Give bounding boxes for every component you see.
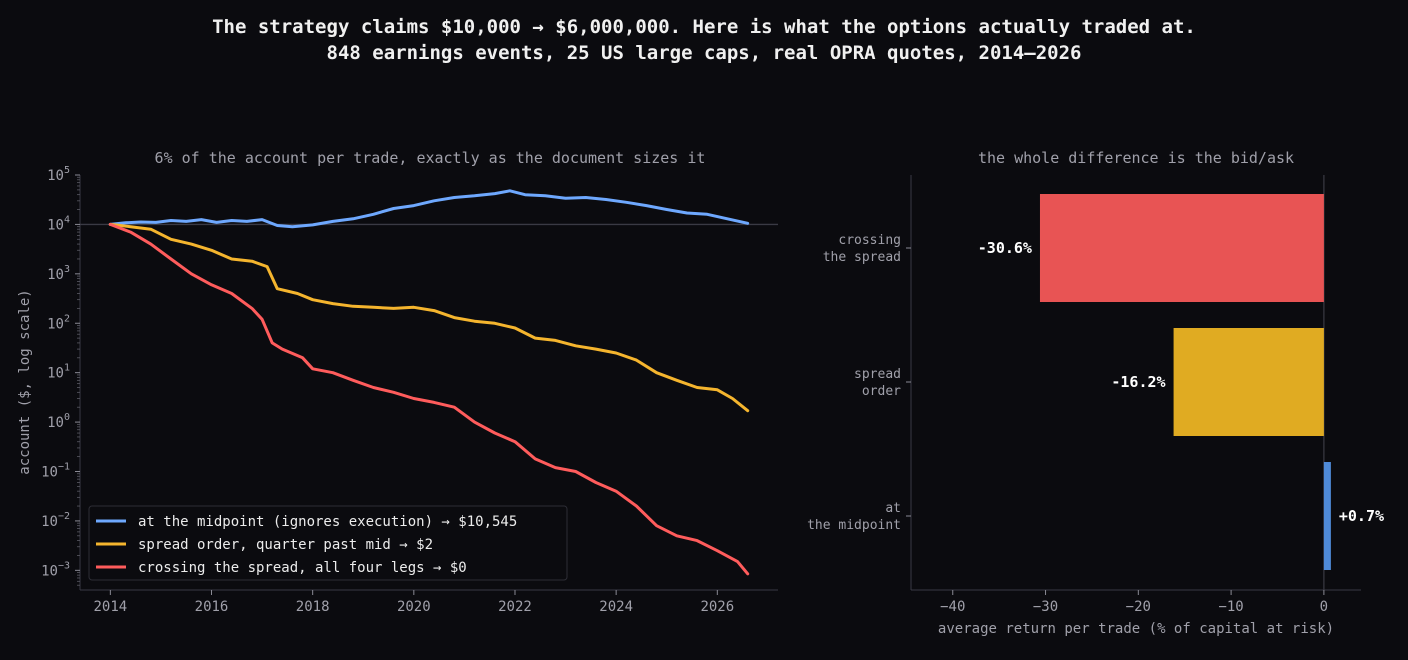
line-chart-ylabel: account ($, log scale) [17,289,33,474]
y-tick-label: 10−1 [41,462,70,481]
bar-chart-panel: the whole difference is the bid/ask −40 −… [807,149,1384,637]
bar-category-label: spread [854,367,901,382]
x-tick-label: 2026 [700,599,734,615]
bar-category-label: the spread [823,250,901,265]
bar-2 [1323,462,1331,570]
legend-box [88,505,568,581]
bar-x-tick-label: −20 [1126,599,1151,615]
legend-entry: at the midpoint (ignores execution) → $1… [138,514,517,530]
figure-title: The strategy claims $10,000 → $6,000,000… [0,14,1408,66]
series-line-1 [108,222,750,413]
bar-category-label: order [862,384,901,399]
bar-x-tick-label: −40 [940,599,965,615]
y-tick-label: 101 [47,363,70,382]
x-tick-label: 2024 [599,599,633,615]
bar-x-tick-label: −30 [1033,599,1058,615]
line-chart-title: 6% of the account per trade, exactly as … [155,149,706,167]
y-tick-label: 105 [47,165,70,184]
bar-x-tick-label: 0 [1320,599,1328,615]
bar-x-tick-label: −10 [1218,599,1243,615]
legend: at the midpoint (ignores execution) → $1… [88,505,568,581]
x-tick-label: 2014 [93,599,127,615]
legend-entry: crossing the spread, all four legs → $0 [138,560,467,576]
series-line-0 [108,189,750,229]
y-tick-label: 102 [47,313,70,332]
y-tick-label: 104 [47,214,70,233]
bar-value-label: -30.6% [978,239,1032,257]
x-tick-label: 2020 [397,599,431,615]
y-tick-label: 10−2 [41,511,70,530]
bar-category-label: crossing [838,233,901,248]
bar-0 [1039,194,1324,302]
bar-chart-title: the whole difference is the bid/ask [978,149,1294,167]
figure-title-line2: 848 earnings events, 25 US large caps, r… [326,42,1082,64]
figure-title-line1: The strategy claims $10,000 → $6,000,000… [212,16,1196,38]
legend-entry: spread order, quarter past mid → $2 [138,537,433,553]
bar-value-label: -16.2% [1111,373,1165,391]
y-tick-label: 103 [47,264,70,283]
y-tick-label: 10−3 [41,560,70,579]
y-tick-label: 100 [47,412,70,431]
bar-value-label: +0.7% [1339,507,1384,525]
x-tick-label: 2022 [498,599,532,615]
x-tick-label: 2016 [195,599,229,615]
line-chart-panel: 6% of the account per trade, exactly as … [17,149,778,615]
x-tick-label: 2018 [296,599,330,615]
bar-chart-xlabel: average return per trade (% of capital a… [938,621,1334,637]
bar-1 [1173,328,1324,436]
bar-category-label: the midpoint [807,518,901,533]
bar-category-label: at [885,501,901,516]
series-line-2 [108,222,750,576]
